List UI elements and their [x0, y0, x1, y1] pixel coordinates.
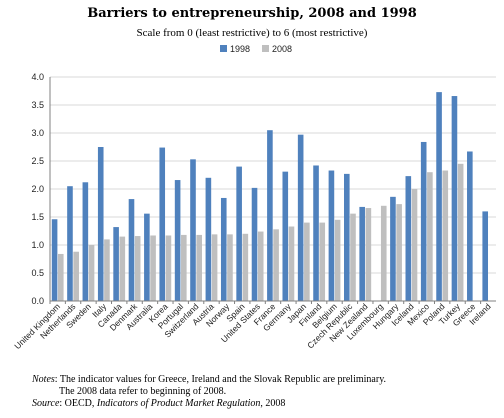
bar-1998 — [128, 199, 135, 301]
bar-2008 — [150, 235, 156, 301]
bar-2008 — [319, 222, 326, 301]
bar-2008 — [334, 219, 341, 301]
notes-line-2: The 2008 data refer to beginning of 2008… — [59, 386, 227, 397]
notes-text-1: : The indicator values for Greece, Irela… — [54, 374, 387, 385]
bar-1998 — [344, 173, 350, 301]
bar-1998 — [436, 92, 442, 302]
y-tick-labels: 0.0 0.5 1.0 1.5 2.0 2.5 3.0 3.5 4.0 — [31, 72, 44, 306]
source-year: , 2008 — [260, 398, 286, 409]
bar-2008 — [227, 234, 233, 301]
bar-1998 — [144, 213, 150, 301]
bar-1998 — [51, 219, 58, 301]
bar-2008 — [57, 253, 64, 301]
source-line: Source: OECD, Indicators of Product Mark… — [32, 398, 500, 410]
bar-1998 — [482, 211, 489, 301]
bar-2008 — [242, 233, 249, 301]
bar-2008 — [119, 236, 126, 301]
bar-2008 — [181, 234, 187, 301]
bar-1998 — [313, 165, 319, 301]
y-tick-label: 1.0 — [31, 240, 44, 250]
bar-1998 — [467, 151, 473, 301]
bar-1998 — [359, 206, 365, 301]
bar-1998 — [236, 166, 242, 301]
bar-2008 — [134, 236, 141, 301]
notes-label: Notes — [32, 374, 55, 385]
bar-1998 — [267, 130, 273, 301]
bar-1998 — [297, 134, 304, 301]
bar-1998 — [113, 227, 119, 301]
y-tick-label: 1.5 — [31, 212, 44, 222]
bar-1998 — [282, 171, 289, 301]
x-category-labels: United KingdomNetherlandsSwedenItalyCana… — [12, 301, 493, 351]
bar-1998 — [159, 147, 166, 301]
source-title: Indicators of Product Market Regulation — [96, 398, 261, 409]
bar-2008 — [365, 208, 372, 301]
legend-label-1998: 1998 — [230, 44, 250, 54]
bar-1998 — [420, 141, 427, 301]
y-tick-label: 4.0 — [31, 72, 44, 82]
bar-1998 — [82, 182, 89, 301]
bar-1998 — [97, 147, 104, 301]
source-label: Source — [32, 398, 60, 409]
y-tick-label: 2.0 — [31, 184, 44, 194]
legend-swatch-1998 — [220, 45, 227, 52]
bar-2008 — [88, 245, 95, 301]
legend-label-2008: 2008 — [272, 44, 292, 54]
bar-1998 — [205, 177, 212, 301]
bar-1998 — [67, 186, 73, 301]
bar-2008 — [273, 229, 279, 301]
bar-2008 — [288, 226, 295, 301]
bar-2008 — [350, 213, 356, 301]
bar-2008 — [411, 189, 418, 301]
y-tick-label: 0.0 — [31, 296, 44, 306]
bars — [51, 92, 489, 302]
legend-swatch-2008 — [262, 45, 269, 52]
bar-2008 — [257, 231, 264, 301]
chart-notes: Notes: The indicator values for Greece, … — [32, 374, 500, 410]
bar-2008 — [73, 251, 79, 301]
bar-1998 — [390, 196, 396, 301]
y-tick-label: 2.5 — [31, 156, 44, 166]
bar-2008 — [196, 234, 202, 301]
bar-2008 — [396, 204, 402, 301]
bar-2008 — [427, 172, 433, 301]
chart-subtitle: Scale from 0 (least restrictive) to 6 (m… — [136, 27, 368, 39]
bar-2008 — [442, 170, 449, 301]
bar-1998 — [328, 170, 335, 301]
axes — [49, 77, 496, 304]
source-sep: : OECD, — [59, 398, 97, 409]
y-tick-label: 0.5 — [31, 268, 44, 278]
bar-2008 — [380, 205, 387, 301]
bar-1998 — [220, 197, 227, 301]
chart-title: Barriers to entrepreneurship, 2008 and 1… — [87, 6, 417, 21]
y-tick-label: 3.5 — [31, 100, 44, 110]
bar-1998 — [405, 176, 412, 301]
y-tick-label: 3.0 — [31, 128, 44, 138]
bar-2008 — [457, 163, 464, 301]
bar-2008 — [211, 234, 218, 301]
bar-1998 — [451, 96, 458, 301]
bar-1998 — [251, 187, 258, 301]
bar-1998 — [174, 180, 181, 301]
bar-1998 — [190, 159, 196, 301]
bar-2008 — [104, 239, 110, 301]
bar-2008 — [304, 222, 310, 301]
bar-2008 — [165, 235, 172, 301]
notes-line-1: Notes: The indicator values for Greece, … — [32, 374, 500, 386]
legend: 1998 2008 — [220, 44, 292, 54]
